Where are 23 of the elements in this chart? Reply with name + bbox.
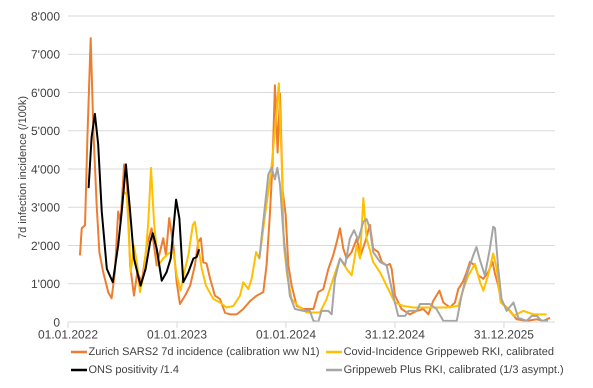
y-tick-label: 7'000 <box>31 48 60 62</box>
line-series <box>258 166 550 322</box>
y-tick-label: 2'000 <box>31 238 60 253</box>
y-tick-label: 5'000 <box>31 124 60 138</box>
y-tick-label: 1'000 <box>31 277 60 292</box>
legend-label: Grippeweb Plus RKI, calibrated (1/3 asympt.) <box>344 364 564 376</box>
x-tick-label: 01.01.2022 <box>38 328 98 342</box>
y-tick-label: 6'000 <box>31 86 60 100</box>
legend-label: Zurich SARS2 7d incidence (calibration ww N1) <box>88 346 320 358</box>
legend-label: Covid-Incidence Grippeweb RKI, calibrated <box>344 346 554 358</box>
line-series <box>122 82 548 317</box>
y-tick-label: 8'000 <box>31 9 60 24</box>
y-tick-label: 4'000 <box>31 162 60 176</box>
y-axis-title: 7d infection incidence (/100k) <box>16 96 29 239</box>
y-tick-label: 0 <box>53 315 60 330</box>
x-tick-label: 31.12.2024 <box>364 328 426 342</box>
line-series <box>78 37 551 322</box>
line-series <box>88 112 200 287</box>
x-tick-label: 31.12.2025 <box>474 328 534 342</box>
x-tick-label: 01.01.2024 <box>256 328 316 342</box>
y-tick-label: 3'000 <box>31 200 60 215</box>
x-tick-label: 01.01.2023 <box>146 328 208 342</box>
legend-label: ONS positivity /1.4 <box>88 364 179 376</box>
